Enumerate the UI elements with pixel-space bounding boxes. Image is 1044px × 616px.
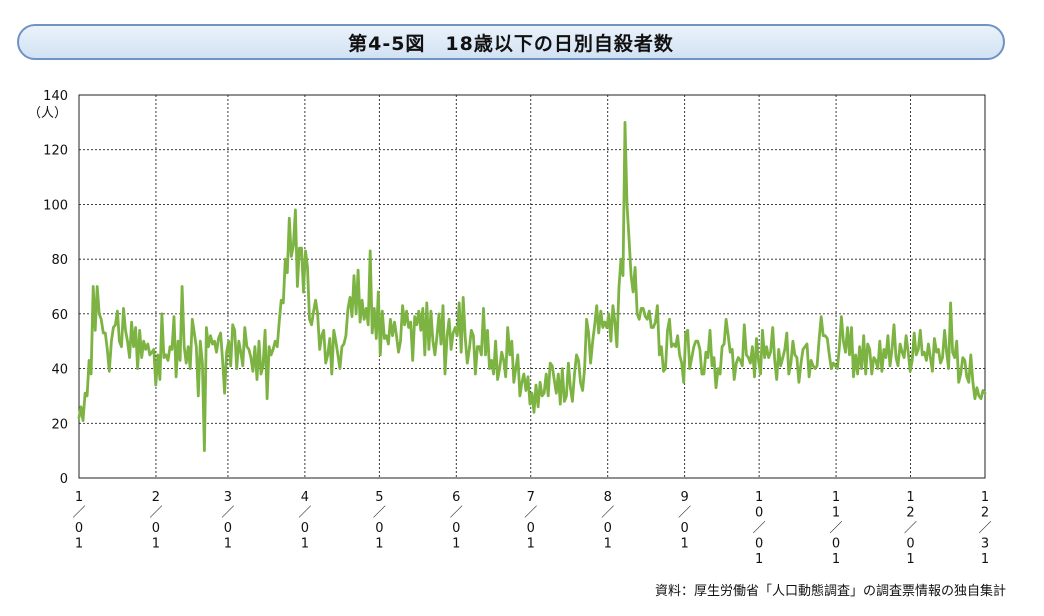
series-line-0 [77, 121, 987, 453]
y-tick-label: 80 [51, 253, 68, 268]
x-tick-label: 3 ／ 0 1 [221, 490, 234, 552]
plot-frame [78, 94, 986, 479]
x-tick-label: 2 ／ 0 1 [149, 490, 162, 552]
y-tick-label: 120 [43, 144, 68, 159]
source-note: 資料：厚生労働省「人口動態調査」の調査票情報の独自集計 [654, 584, 1006, 599]
x-tick-label: 1 ／ 0 1 [72, 490, 85, 552]
x-tick-label: 1 2 ／ 3 1 [978, 490, 991, 567]
x-tick-label: 9 ／ 0 1 [678, 490, 691, 552]
y-tick-label: 0 [60, 472, 68, 487]
x-tick-label: 1 1 ／ 0 1 [830, 490, 843, 567]
x-tick-label: 4 ／ 0 1 [298, 490, 311, 552]
x-tick-label: 7 ／ 0 1 [524, 490, 537, 552]
chart-title: 第4-5図 18歳以下の日別自殺者数 [348, 32, 674, 55]
x-tick-label: 6 ／ 0 1 [450, 490, 463, 552]
x-tick-label: 5 ／ 0 1 [373, 490, 386, 552]
y-tick-label: 60 [51, 308, 68, 323]
x-tick-label: 1 2 ／ 0 1 [904, 490, 917, 567]
y-axis-unit: （人） [28, 106, 67, 121]
x-tick-label: 8 ／ 0 1 [601, 490, 614, 552]
y-tick-label: 20 [51, 417, 68, 432]
y-tick-label: 40 [51, 363, 68, 378]
x-tick-label: 1 0 ／ 0 1 [753, 490, 766, 567]
y-tick-label: 140 [43, 89, 68, 104]
chart-title-banner: 第4-5図 18歳以下の日別自殺者数 [17, 24, 1005, 60]
y-tick-label: 100 [43, 198, 68, 213]
